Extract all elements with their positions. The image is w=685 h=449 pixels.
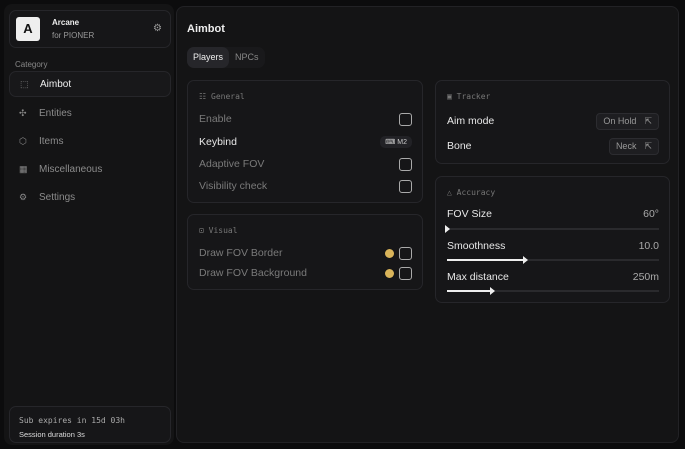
visual-card: ⊡ Visual Draw FOV Border Draw FOV Backgr…: [187, 214, 423, 290]
smooth-row: Smoothness 10.0: [447, 238, 659, 254]
select-icon: ⇱: [644, 115, 652, 126]
enable-label: Enable: [199, 113, 232, 125]
accuracy-title: △ Accuracy: [447, 188, 496, 197]
sidebar-item-entities[interactable]: ✣ Entities: [9, 100, 171, 126]
border-checkbox[interactable]: [399, 246, 412, 260]
background-label: Draw FOV Background: [199, 267, 307, 279]
bone-select[interactable]: Neck ⇱: [608, 137, 659, 155]
brand-card: A Arcane for PIONER ⚙: [9, 10, 171, 48]
subscription-card: Sub expires in 15d 03h Session duration …: [9, 406, 171, 443]
session-duration: Session duration 3s: [19, 430, 85, 439]
border-label: Draw FOV Border: [199, 247, 283, 259]
general-title: ☷ General: [199, 92, 245, 101]
smooth-label: Smoothness: [447, 240, 506, 252]
distance-slider[interactable]: [447, 287, 659, 295]
background-checkbox[interactable]: [399, 266, 412, 280]
keyboard-icon: ⌨: [385, 139, 398, 146]
sidebar-item-label: Settings: [39, 191, 76, 203]
sidebar-item-items[interactable]: ⬡ Items: [9, 128, 171, 154]
accuracy-card: △ Accuracy FOV Size 60° Smoothness 10.0 Ma…: [435, 176, 670, 303]
app-subtitle: for PIONER: [52, 31, 95, 40]
tracker-title: ▣ Tracker: [447, 92, 491, 101]
sidebar-item-settings[interactable]: ⚙ Settings: [9, 184, 171, 210]
gear-icon: ⚙: [19, 191, 28, 202]
tracker-icon: ▣: [447, 92, 457, 101]
main-panel: Aimbot Players NPCs ☷ General Enable Key…: [176, 6, 679, 443]
settings-gear-icon[interactable]: ⚙: [153, 23, 162, 34]
eye-icon: ⊡: [199, 226, 209, 235]
smooth-value: 10.0: [638, 240, 659, 252]
tab-players[interactable]: Players: [187, 47, 230, 68]
keybind-row: Keybind ⌨ M2: [199, 134, 412, 150]
visual-title: ⊡ Visual: [199, 226, 238, 235]
sub-expires: Sub expires in 15d 03h: [19, 416, 125, 425]
slider-handle: [445, 225, 450, 233]
tab-npcs[interactable]: NPCs: [235, 52, 259, 62]
box-icon: ⬡: [19, 135, 27, 146]
category-label: Category: [15, 60, 48, 69]
sidebar-item-aimbot[interactable]: ⬚ Aimbot: [9, 71, 171, 97]
adaptive-checkbox[interactable]: [399, 157, 412, 171]
tracker-card: ▣ Tracker Aim mode On Hold ⇱ Bone Neck ⇱: [435, 80, 670, 164]
general-card: ☷ General Enable Keybind ⌨ M2 Adaptive FO…: [187, 80, 423, 203]
sidebar-item-miscellaneous[interactable]: ▦ Miscellaneous: [9, 156, 171, 182]
enable-row: Enable: [199, 111, 412, 127]
page-title: Aimbot: [187, 23, 225, 35]
distance-label: Max distance: [447, 271, 509, 283]
sidebar-item-label: Entities: [39, 107, 72, 119]
border-row: Draw FOV Border: [199, 245, 412, 261]
logo: A: [16, 17, 40, 41]
keybind-button[interactable]: ⌨ M2: [380, 136, 412, 148]
enable-checkbox[interactable]: [399, 112, 412, 126]
fov-slider[interactable]: [445, 225, 659, 233]
visibility-checkbox[interactable]: [399, 179, 412, 193]
aim-mode-select[interactable]: On Hold ⇱: [596, 112, 659, 130]
crosshair-icon: ⬚: [20, 78, 29, 89]
bone-row: Bone Neck ⇱: [447, 137, 659, 155]
visibility-label: Visibility check: [199, 180, 268, 192]
visibility-row: Visibility check: [199, 178, 412, 194]
distance-value: 250m: [632, 271, 659, 283]
fov-row: FOV Size 60°: [447, 206, 659, 222]
sidebar-item-label: Miscellaneous: [39, 163, 103, 175]
background-color-swatch[interactable]: [385, 268, 394, 278]
triangle-icon: △: [447, 188, 457, 197]
distance-row: Max distance 250m: [447, 269, 659, 285]
background-row: Draw FOV Background: [199, 265, 412, 281]
bone-label: Bone: [447, 140, 472, 152]
tabs: Players NPCs: [187, 47, 265, 68]
sidebar: A Arcane for PIONER ⚙ Category ⬚ Aimbot ✣…: [4, 4, 174, 445]
slider-handle: [489, 287, 495, 295]
border-color-swatch[interactable]: [385, 248, 394, 258]
grid-icon: ▦: [19, 163, 28, 174]
app-name: Arcane: [52, 18, 80, 27]
aim-mode-label: Aim mode: [447, 115, 495, 127]
adaptive-label: Adaptive FOV: [199, 158, 265, 170]
aim-mode-row: Aim mode On Hold ⇱: [447, 112, 659, 130]
sidebar-item-label: Aimbot: [40, 78, 72, 90]
adaptive-row: Adaptive FOV: [199, 156, 412, 172]
keybind-label: Keybind: [199, 136, 237, 148]
list-icon: ☷: [199, 92, 211, 101]
sidebar-item-label: Items: [39, 135, 64, 147]
slider-handle: [523, 256, 529, 264]
fov-value: 60°: [643, 208, 659, 220]
smooth-slider[interactable]: [447, 256, 659, 264]
entities-icon: ✣: [19, 107, 27, 118]
fov-label: FOV Size: [447, 208, 492, 220]
select-icon: ⇱: [644, 140, 652, 151]
